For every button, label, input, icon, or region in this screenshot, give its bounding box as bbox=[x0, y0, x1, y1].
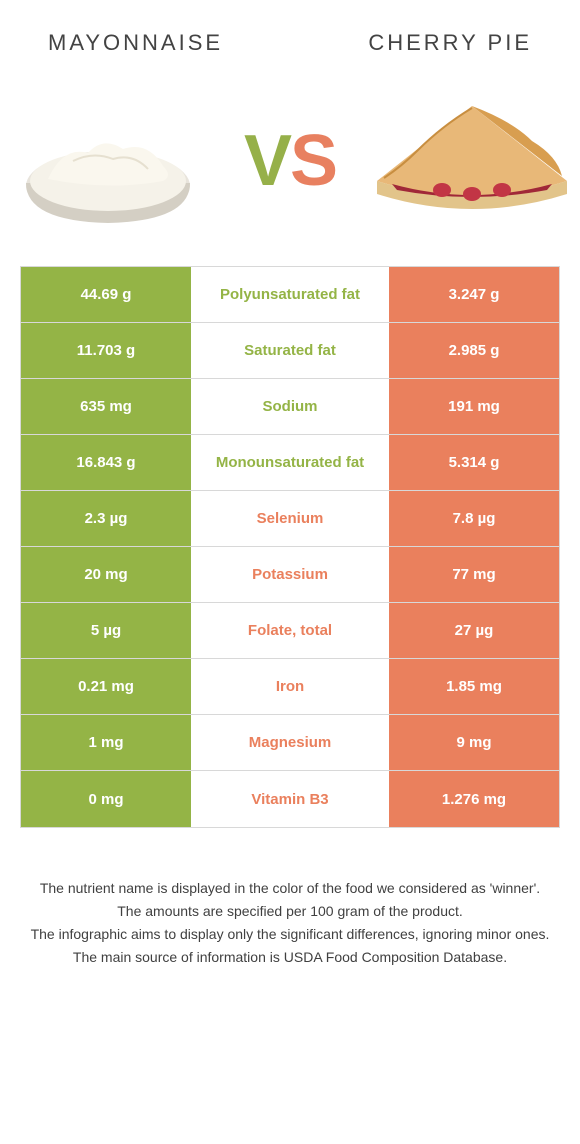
nutrient-label-cell: Folate, total bbox=[191, 603, 389, 658]
right-value-cell: 1.276 mg bbox=[389, 771, 559, 827]
vs-s: S bbox=[290, 121, 336, 201]
right-value-cell: 27 µg bbox=[389, 603, 559, 658]
nutrient-label-cell: Potassium bbox=[191, 547, 389, 602]
nutrient-label-cell: Monounsaturated fat bbox=[191, 435, 389, 490]
right-value-cell: 9 mg bbox=[389, 715, 559, 770]
table-row: 0.21 mgIron1.85 mg bbox=[21, 659, 559, 715]
cherry-pie-image bbox=[372, 86, 572, 236]
left-value-cell: 16.843 g bbox=[21, 435, 191, 490]
table-row: 635 mgSodium191 mg bbox=[21, 379, 559, 435]
left-value-cell: 44.69 g bbox=[21, 267, 191, 322]
right-value-cell: 77 mg bbox=[389, 547, 559, 602]
nutrient-label-cell: Sodium bbox=[191, 379, 389, 434]
footer-line: The infographic aims to display only the… bbox=[20, 924, 560, 945]
images-row: VS bbox=[0, 66, 580, 266]
left-value-cell: 1 mg bbox=[21, 715, 191, 770]
header: Mayonnaise Cherry pie bbox=[0, 0, 580, 66]
mayonnaise-image bbox=[8, 86, 208, 236]
left-value-cell: 0 mg bbox=[21, 771, 191, 827]
table-row: 16.843 gMonounsaturated fat5.314 g bbox=[21, 435, 559, 491]
left-food-title: Mayonnaise bbox=[48, 30, 223, 56]
nutrient-label-cell: Polyunsaturated fat bbox=[191, 267, 389, 322]
nutrient-label-cell: Saturated fat bbox=[191, 323, 389, 378]
left-value-cell: 2.3 µg bbox=[21, 491, 191, 546]
footer-line: The nutrient name is displayed in the co… bbox=[20, 878, 560, 899]
nutrient-label-cell: Iron bbox=[191, 659, 389, 714]
right-value-cell: 7.8 µg bbox=[389, 491, 559, 546]
table-row: 0 mgVitamin B31.276 mg bbox=[21, 771, 559, 827]
nutrient-comparison-table: 44.69 gPolyunsaturated fat3.247 g11.703 … bbox=[20, 266, 560, 828]
nutrient-label-cell: Vitamin B3 bbox=[191, 771, 389, 827]
footer-notes: The nutrient name is displayed in the co… bbox=[20, 878, 560, 968]
table-row: 2.3 µgSelenium7.8 µg bbox=[21, 491, 559, 547]
left-value-cell: 635 mg bbox=[21, 379, 191, 434]
right-value-cell: 2.985 g bbox=[389, 323, 559, 378]
table-row: 11.703 gSaturated fat2.985 g bbox=[21, 323, 559, 379]
footer-line: The amounts are specified per 100 gram o… bbox=[20, 901, 560, 922]
table-row: 1 mgMagnesium9 mg bbox=[21, 715, 559, 771]
table-row: 44.69 gPolyunsaturated fat3.247 g bbox=[21, 267, 559, 323]
left-value-cell: 0.21 mg bbox=[21, 659, 191, 714]
footer-line: The main source of information is USDA F… bbox=[20, 947, 560, 968]
left-value-cell: 5 µg bbox=[21, 603, 191, 658]
vs-label: VS bbox=[244, 120, 336, 202]
right-value-cell: 191 mg bbox=[389, 379, 559, 434]
vs-v: V bbox=[244, 121, 290, 201]
table-row: 20 mgPotassium77 mg bbox=[21, 547, 559, 603]
nutrient-label-cell: Magnesium bbox=[191, 715, 389, 770]
left-value-cell: 11.703 g bbox=[21, 323, 191, 378]
right-value-cell: 3.247 g bbox=[389, 267, 559, 322]
right-value-cell: 1.85 mg bbox=[389, 659, 559, 714]
table-row: 5 µgFolate, total27 µg bbox=[21, 603, 559, 659]
nutrient-label-cell: Selenium bbox=[191, 491, 389, 546]
left-value-cell: 20 mg bbox=[21, 547, 191, 602]
right-value-cell: 5.314 g bbox=[389, 435, 559, 490]
right-food-title: Cherry pie bbox=[368, 30, 532, 56]
